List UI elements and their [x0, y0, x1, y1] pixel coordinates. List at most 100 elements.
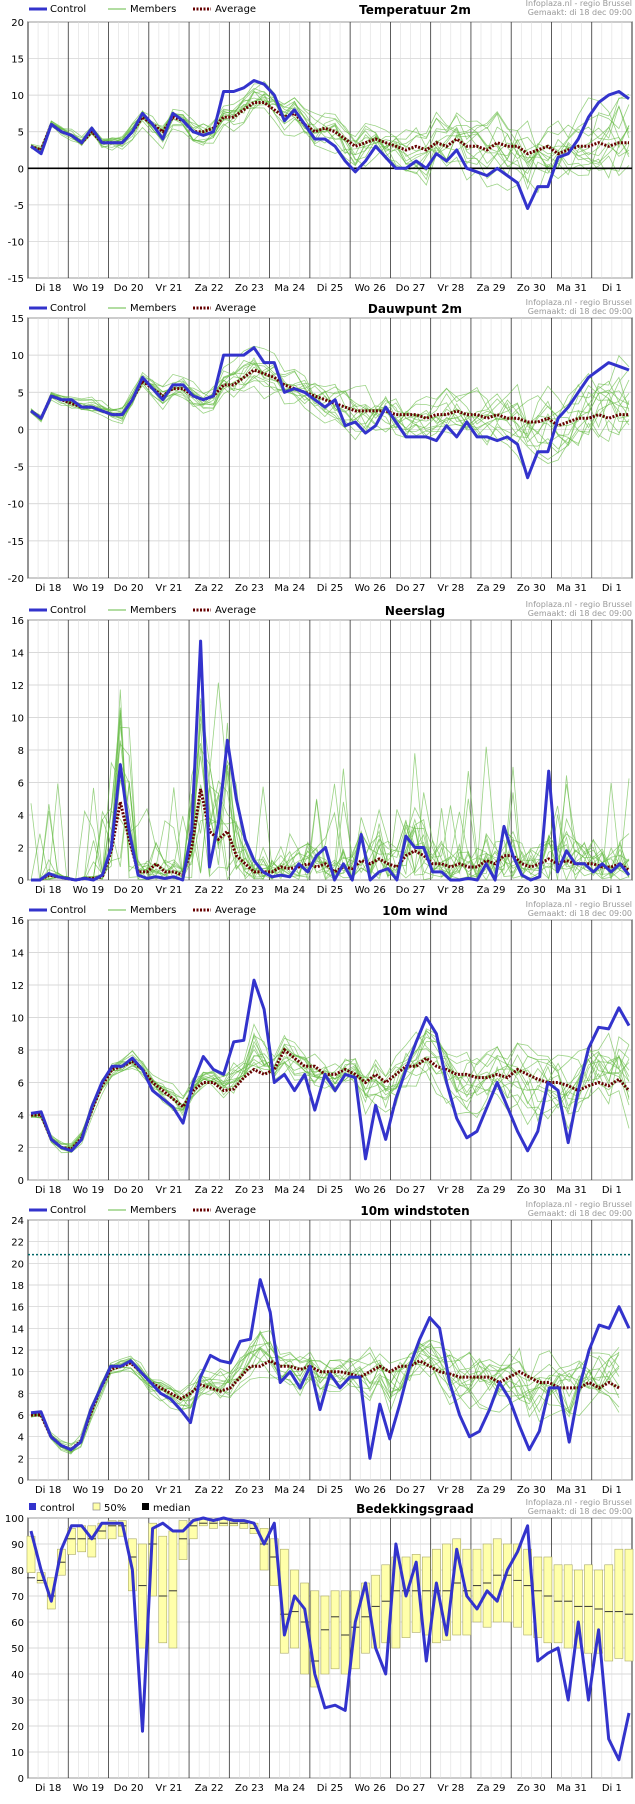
y-tick-label: 70 — [11, 1592, 24, 1603]
source-credit: Infoplaza.nl - regio Brussel — [526, 600, 632, 609]
x-day-label: Vr 28 — [437, 1485, 464, 1496]
y-tick-label: 40 — [11, 1670, 24, 1681]
x-day-label: Za 22 — [195, 1485, 224, 1496]
x-day-label: Di 1 — [602, 1783, 622, 1794]
y-tick-label: 20 — [11, 18, 24, 29]
box-50pct — [340, 1590, 350, 1675]
x-day-label: Do 27 — [396, 583, 426, 594]
x-day-label: Za 29 — [477, 1485, 506, 1496]
x-day-label: Za 22 — [195, 885, 224, 896]
member-line — [30, 90, 630, 177]
legend-average-label: Average — [215, 905, 256, 916]
x-day-label: Di 18 — [35, 583, 61, 594]
legend-median-label: median — [153, 1503, 191, 1514]
x-day-label: Ma 24 — [274, 1783, 305, 1794]
x-day-label: Vr 28 — [437, 1185, 464, 1196]
x-day-label: Za 22 — [195, 1783, 224, 1794]
legend-control-swatch — [29, 1503, 36, 1510]
chart-title: Neerslag — [385, 604, 445, 618]
y-tick-label: 0 — [18, 1774, 24, 1785]
y-tick-label: 60 — [11, 1618, 24, 1629]
y-tick-label: 0 — [18, 1476, 24, 1487]
member-line — [30, 362, 630, 464]
member-line — [30, 1351, 620, 1449]
x-day-label: Zo 30 — [517, 583, 546, 594]
y-tick-label: 0 — [18, 876, 24, 887]
x-day-label: Zo 23 — [235, 1185, 264, 1196]
y-tick-label: 20 — [11, 1259, 24, 1270]
x-day-label: Do 20 — [114, 885, 144, 896]
x-day-label: Ma 24 — [274, 283, 305, 294]
x-day-label: Zo 23 — [235, 885, 264, 896]
chart-dew — [27, 306, 633, 579]
x-day-label: Ma 24 — [274, 1185, 305, 1196]
x-day-label: Wo 19 — [73, 283, 104, 294]
legend-control-label: Control — [50, 4, 86, 15]
x-day-label: Wo 26 — [355, 583, 386, 594]
member-line — [30, 80, 630, 186]
x-day-label: Ma 31 — [556, 1185, 587, 1196]
legend-members-label: Members — [130, 303, 176, 314]
y-tick-label: 10 — [11, 91, 24, 102]
chart-title: 10m windstoten — [360, 1204, 469, 1218]
box-50pct — [158, 1535, 168, 1644]
box-50pct — [107, 1520, 117, 1540]
y-tick-label: 4 — [18, 1111, 24, 1122]
y-tick-label: 18 — [11, 1281, 24, 1292]
x-day-label: Di 1 — [602, 283, 622, 294]
member-line — [30, 1056, 630, 1150]
legend-box-label: 50% — [104, 1503, 126, 1514]
y-tick-label: 8 — [18, 746, 24, 757]
y-tick-label: 12 — [11, 1346, 24, 1357]
chart-title: Bedekkingsgraad — [356, 1502, 474, 1516]
x-day-label: Wo 26 — [355, 283, 386, 294]
y-tick-label: 90 — [11, 1540, 24, 1551]
x-day-label: Za 22 — [195, 583, 224, 594]
x-day-label: Ma 24 — [274, 583, 305, 594]
x-day-label: Za 29 — [477, 1185, 506, 1196]
y-tick-label: 20 — [11, 1722, 24, 1733]
x-day-label: Wo 26 — [355, 885, 386, 896]
x-day-label: Zo 23 — [235, 283, 264, 294]
chart-cloud — [26, 1502, 634, 1779]
x-day-label: Do 20 — [114, 1783, 144, 1794]
made-timestamp: Gemaakt: di 18 dec 09:00 — [528, 8, 632, 17]
member-line — [30, 378, 630, 440]
control-line — [29, 1516, 631, 1762]
y-tick-label: 0 — [18, 425, 24, 436]
y-tick-label: 2 — [18, 1144, 24, 1155]
x-day-label: Do 27 — [396, 283, 426, 294]
box-50pct — [614, 1548, 624, 1659]
y-tick-label: 14 — [11, 649, 24, 660]
control-line — [30, 978, 631, 1161]
x-day-label: Vr 21 — [156, 1783, 183, 1794]
box-50pct — [624, 1548, 634, 1662]
y-tick-label: 100 — [5, 1514, 24, 1525]
x-day-label: Do 20 — [114, 283, 144, 294]
x-day-label: Di 18 — [35, 283, 61, 294]
y-tick-label: 6 — [18, 1411, 24, 1422]
y-tick-label: 10 — [11, 714, 24, 725]
box-50pct — [594, 1569, 603, 1654]
legend-average-label: Average — [215, 605, 256, 616]
y-tick-label: -10 — [8, 500, 24, 511]
legend-control-label: control — [40, 1503, 75, 1514]
source-credit: Infoplaza.nl - regio Brussel — [526, 1200, 632, 1209]
member-line — [30, 1035, 630, 1153]
x-day-label: Za 29 — [477, 885, 506, 896]
box-50pct — [138, 1543, 147, 1649]
x-day-label: Vr 28 — [437, 583, 464, 594]
legend-median-swatch — [142, 1503, 149, 1510]
box-50pct — [148, 1522, 157, 1597]
member-line — [30, 104, 630, 185]
y-tick-label: 15 — [11, 314, 24, 325]
member-line — [30, 1059, 630, 1149]
y-tick-label: 10 — [11, 1368, 24, 1379]
box-50pct — [87, 1525, 97, 1558]
member-line — [30, 91, 630, 191]
x-day-label: Vr 21 — [156, 283, 183, 294]
x-day-label: Zo 30 — [517, 1185, 546, 1196]
x-day-label: Vr 28 — [437, 283, 464, 294]
x-day-label: Di 1 — [602, 1485, 622, 1496]
